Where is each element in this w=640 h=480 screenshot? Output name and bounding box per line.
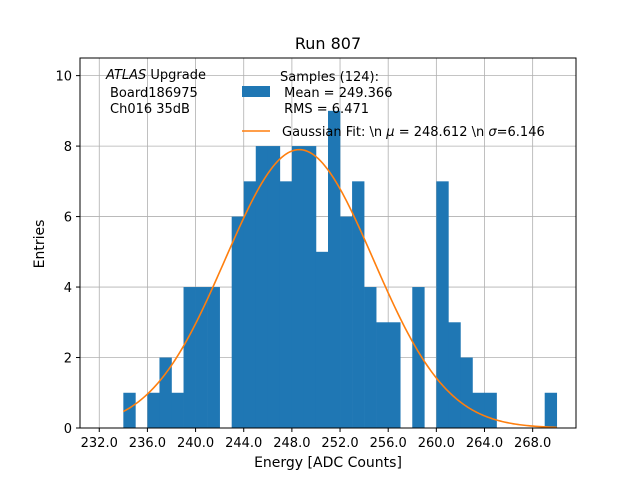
histogram-bar: [207, 287, 220, 428]
legend-samples-line1: Samples (124):: [280, 70, 379, 85]
x-tick-label: 264.0: [466, 436, 503, 451]
chart-title: Run 807: [295, 34, 361, 53]
legend-fit-sigma: σ: [488, 125, 497, 140]
legend-fit-prefix: Gaussian Fit: \n: [282, 125, 386, 140]
board-label: Board186975: [110, 86, 198, 101]
histogram-bar: [472, 392, 485, 428]
histogram-bar: [231, 216, 245, 428]
legend-samples-line3: RMS = 6.471: [280, 102, 369, 117]
channel-label: Ch016 35dB: [110, 102, 190, 117]
histogram-bar: [412, 287, 425, 428]
y-tick-label: 8: [64, 140, 72, 155]
histogram-bar: [243, 181, 257, 428]
histogram-bar: [303, 146, 317, 428]
histogram-bar: [279, 181, 293, 428]
histogram-bar: [364, 287, 377, 428]
y-tick-label: 0: [64, 422, 72, 437]
histogram-bar: [460, 357, 473, 428]
y-tick-label: 2: [64, 352, 72, 367]
histogram-bar: [448, 322, 461, 428]
legend-fit-mid: = 248.612 \n: [395, 125, 489, 140]
histogram-bar: [195, 287, 208, 428]
histogram-bar: [255, 146, 269, 428]
upgrade-label: Upgrade: [146, 68, 206, 83]
x-tick-label: 252.0: [321, 436, 358, 451]
x-tick-label: 256.0: [370, 436, 407, 451]
fit-curve: [122, 148, 557, 429]
histogram-bar: [388, 322, 401, 428]
histogram-bar: [123, 392, 136, 428]
annotation-block: ATLAS Upgrade Board186975 Ch016 35dB: [105, 68, 206, 117]
histogram-bar: [544, 392, 558, 428]
y-tick-label: 10: [55, 70, 72, 85]
histogram-bar: [484, 392, 497, 428]
histogram-bar: [352, 181, 365, 428]
histogram-bar: [340, 216, 353, 428]
atlas-label: ATLAS: [105, 68, 146, 83]
x-tick-label: 248.0: [273, 436, 310, 451]
plot-frame: [79, 57, 577, 429]
x-axis-label: Energy [ADC Counts]: [254, 455, 402, 471]
histogram-bar: [171, 392, 184, 428]
histogram-bars: [123, 110, 558, 428]
axes: [79, 57, 577, 429]
histogram-bar: [291, 146, 305, 428]
legend-fit-mu: μ: [385, 125, 394, 140]
y-tick-label: 6: [64, 211, 72, 226]
x-tick-label: 236.0: [129, 436, 166, 451]
y-tick-label: 4: [64, 281, 72, 296]
legend: Samples (124): Mean = 249.366 RMS = 6.47…: [242, 70, 545, 140]
histogram-bar: [315, 251, 329, 428]
x-tick-label: 232.0: [81, 436, 118, 451]
tick-labels: 232.0 236.0 240.0 244.0 248.0 252.0 256.0 260.0…: [55, 70, 551, 451]
histogram-bar: [183, 287, 196, 428]
legend-samples-line2: Mean = 249.366: [280, 86, 392, 101]
annotation-line-1: ATLAS Upgrade: [105, 68, 206, 83]
x-tick-label: 260.0: [418, 436, 455, 451]
legend-fit-label: Gaussian Fit: \n μ = 248.612 \n σ=6.146: [282, 125, 545, 140]
x-tick-label: 244.0: [225, 436, 262, 451]
histogram-bar: [147, 392, 160, 428]
histogram-bar: [328, 110, 341, 428]
histogram-bar: [376, 322, 389, 428]
y-axis-label: Entries: [32, 220, 48, 269]
histogram-bar: [436, 181, 449, 428]
gaussian-fit: [122, 148, 557, 429]
legend-samples-swatch: [242, 86, 270, 97]
x-tick-label: 268.0: [514, 436, 551, 451]
x-tick-label: 240.0: [177, 436, 214, 451]
legend-fit-sigma-value: =6.146: [497, 125, 545, 140]
histogram-bar: [159, 357, 172, 428]
histogram-bar: [267, 146, 281, 428]
